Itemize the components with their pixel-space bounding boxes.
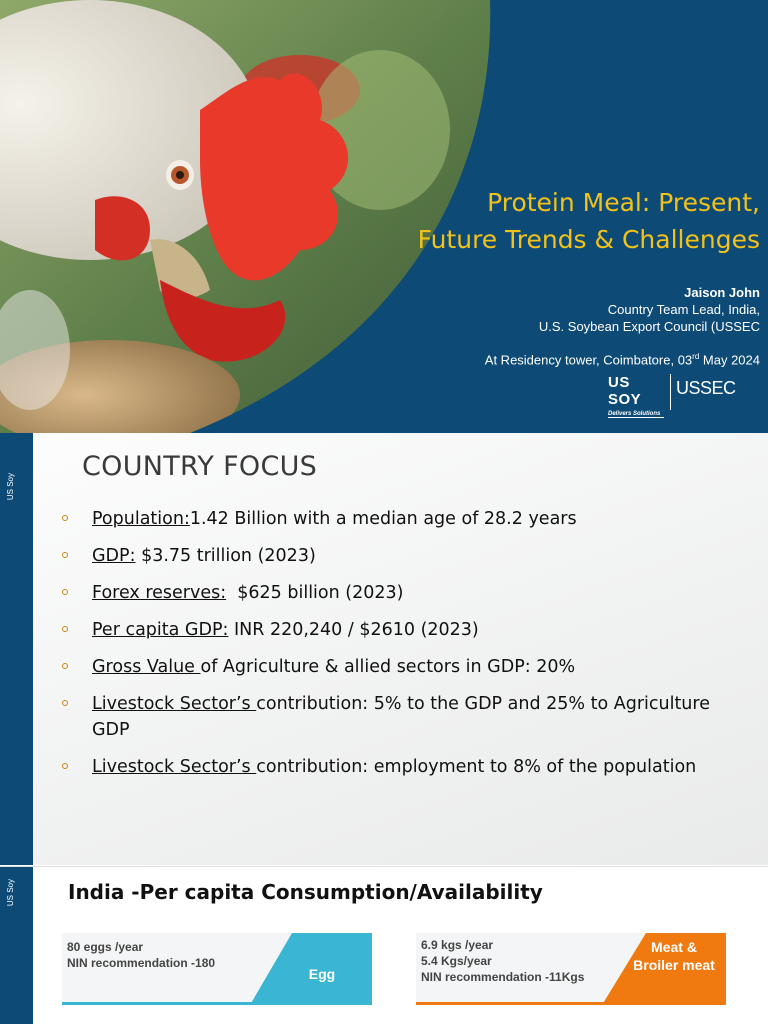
- bullet-text: of Agriculture & allied sectors in GDP: …: [200, 657, 576, 677]
- bullet-icon: [62, 626, 68, 632]
- ussec-logo: USSEC: [676, 378, 736, 398]
- bullet-label: Forex reserves:: [92, 583, 227, 603]
- meat-line-2: 5.4 Kgs/year: [421, 954, 492, 968]
- slide-heading: India -Per capita Consumption/Availabili…: [68, 880, 543, 904]
- bullet-label: Population:: [92, 509, 190, 529]
- bullet-label: Livestock Sector’s: [92, 757, 257, 777]
- meat-label-line-1: Meat &: [651, 939, 697, 955]
- sidebar-label: US Soy: [6, 879, 15, 907]
- presenter-org: U.S. Soybean Export Council (USSEC: [538, 319, 760, 334]
- bullet-icon: [62, 515, 68, 521]
- bullet-item: Per capita GDP: INR 220,240 / $2610 (202…: [62, 617, 742, 643]
- meat-label-line-2: Broiler meat: [633, 957, 715, 973]
- bullet-text: $625 billion (2023): [226, 583, 404, 603]
- bullet-label: Per capita GDP:: [92, 620, 229, 640]
- meat-label: Meat & Broiler meat: [624, 938, 724, 974]
- bullet-icon: [62, 552, 68, 558]
- meat-line-1: 6.9 kgs /year: [421, 938, 494, 952]
- venue-prefix: At Residency tower, Coimbatore, 03: [484, 352, 693, 368]
- bullet-icon: [62, 663, 68, 669]
- presenter-role: Country Team Lead, India,: [607, 302, 760, 317]
- hen-photo: [0, 0, 491, 433]
- slide-heading: COUNTRY FOCUS: [82, 451, 318, 482]
- bullet-label: Livestock Sector’s: [92, 694, 257, 714]
- bullet-text: contribution: 5% to the GDP and 25% to A…: [92, 694, 710, 740]
- bullet-text: contribution: employment to 8% of the po…: [256, 757, 697, 777]
- us-soy-logo: US SOY Delivers Solutions: [608, 374, 664, 418]
- egg-label: Egg: [308, 966, 336, 982]
- meat-line-3: NIN recommendation -11Kgs: [421, 970, 585, 984]
- sidebar-label: US Soy: [6, 473, 15, 501]
- us-soy-tagline: Delivers Solutions: [608, 411, 664, 418]
- meat-stats: 6.9 kgs /year 5.4 Kgs/year NIN recommend…: [421, 937, 584, 985]
- bullet-item: Livestock Sector’s contribution: employm…: [62, 754, 742, 780]
- us-soy-logo-text: US SOY: [608, 374, 642, 408]
- meat-card-shape: [416, 933, 726, 1005]
- bullet-item: Forex reserves: $625 billion (2023): [62, 580, 742, 606]
- egg-card: 80 eggs /year NIN recommendation -180 Eg…: [62, 933, 372, 1005]
- country-focus-slide: US Soy COUNTRY FOCUS Population:1.42 Bil…: [0, 433, 768, 865]
- egg-stats: 80 eggs /year NIN recommendation -180: [67, 939, 215, 971]
- bullet-list: Population:1.42 Billion with a median ag…: [62, 506, 742, 791]
- presenter-block: Jaison John Country Team Lead, India, U.…: [400, 284, 760, 335]
- consumption-slide: US Soy India -Per capita Consumption/Ava…: [0, 866, 768, 1024]
- bullet-label: Gross Value: [92, 657, 201, 677]
- bullet-icon: [62, 763, 68, 769]
- sidebar: US Soy: [0, 867, 33, 1024]
- title-line-1: Protein Meal: Present,: [487, 188, 760, 217]
- bullet-text: INR 220,240 / $2610 (2023): [228, 620, 479, 640]
- bullet-item: Gross Value of Agriculture & allied sect…: [62, 654, 742, 680]
- bullet-item: Livestock Sector’s contribution: 5% to t…: [62, 691, 742, 743]
- egg-line-2: NIN recommendation -180: [67, 956, 216, 970]
- bullet-icon: [62, 589, 68, 595]
- logos: US SOY Delivers Solutions USSEC: [608, 372, 738, 418]
- presenter-name: Jaison John: [684, 285, 760, 300]
- bullet-text: $3.75 trillion (2023): [135, 546, 316, 566]
- egg-line-1: 80 eggs /year: [67, 940, 144, 954]
- bullet-item: Population:1.42 Billion with a median ag…: [62, 506, 742, 532]
- egg-card-shape: [62, 933, 372, 1005]
- logo-divider: [670, 374, 671, 410]
- venue-suffix: May 2024: [699, 352, 760, 368]
- bullet-item: GDP: $3.75 trillion (2023): [62, 543, 742, 569]
- bullet-icon: [62, 700, 68, 706]
- title-line-2: Future Trends & Challenges: [417, 225, 760, 254]
- venue-date: At Residency tower, Coimbatore, 03rd May…: [400, 352, 760, 367]
- bullet-label: GDP:: [92, 546, 136, 566]
- sidebar: US Soy: [0, 433, 33, 865]
- venue-sup: rd: [692, 352, 700, 361]
- bullet-text: 1.42 Billion with a median age of 28.2 y…: [189, 509, 577, 529]
- presentation-title: Protein Meal: Present, Future Trends & C…: [300, 184, 760, 258]
- title-slide: Protein Meal: Present, Future Trends & C…: [0, 0, 768, 433]
- meat-card: 6.9 kgs /year 5.4 Kgs/year NIN recommend…: [416, 933, 726, 1005]
